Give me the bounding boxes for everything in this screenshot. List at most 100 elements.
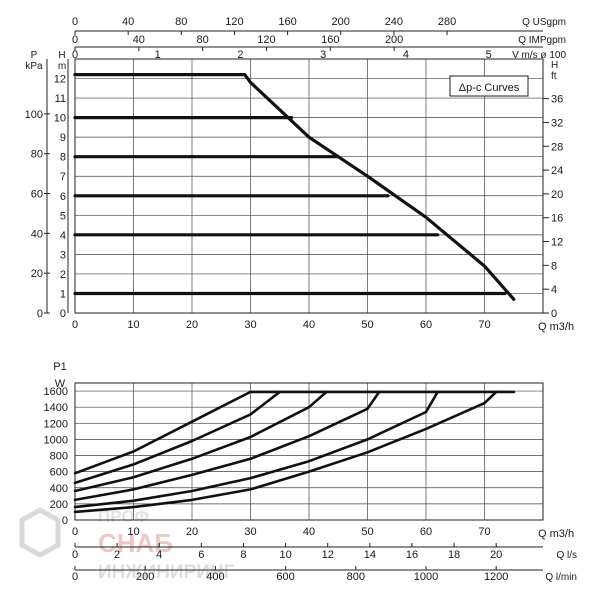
bottom-axis-tick-label: 600 <box>276 571 294 583</box>
power-y-tick-label: 1400 <box>44 402 68 414</box>
power-y-tick-label: 1200 <box>44 418 68 430</box>
power-x-tick-label: 40 <box>303 526 315 538</box>
head-m-tick-label: 4 <box>60 230 66 242</box>
head-m-label-top: H <box>58 50 65 61</box>
head-x-tick-label: 60 <box>420 319 432 331</box>
head-plot-frame <box>74 58 544 314</box>
power-curve <box>73 390 439 509</box>
power-x-tick-label: 70 <box>478 526 490 538</box>
bottom-axis-tick-label: 4 <box>156 549 162 561</box>
chart-legend-box: Δp-c Curves <box>449 75 529 97</box>
bottom-axis-tick-label: 10 <box>279 549 291 561</box>
power-curve <box>73 390 381 502</box>
bottom-axis-tick-label: 400 <box>206 571 224 583</box>
top-axis-tick-label: 280 <box>438 16 456 28</box>
head-m-tick-label: 10 <box>54 113 66 125</box>
legend-frame <box>449 75 529 97</box>
head-x-axis-label: Q m3/h <box>538 321 574 333</box>
head-x-tick-label: 20 <box>186 319 198 331</box>
head-ft-tick-label: 32 <box>551 117 563 129</box>
head-x-tick-label: 30 <box>244 319 256 331</box>
power-x-tick-label: 10 <box>127 526 139 538</box>
head-ft-label-bottom: ft <box>551 71 557 82</box>
power-x-tick-label: 60 <box>420 526 432 538</box>
bottom-axis-tick-label: 14 <box>364 549 376 561</box>
bottom-axis-tick-label: 6 <box>198 549 204 561</box>
power-y-tick-label: 1000 <box>44 434 68 446</box>
top-axis-label: Q IMPgpm <box>518 35 566 46</box>
head-ft-tick-label: 12 <box>551 237 563 249</box>
power-x-tick-label: 50 <box>361 526 373 538</box>
pressure-kpa-tick-label: 40 <box>31 228 43 240</box>
head-x-tick-label: 10 <box>127 319 139 331</box>
head-axis-labels: 0 10 20 30 40 50 60 70 Q m3/h0123456789101112Hm0… <box>25 16 574 333</box>
head-m-tick-label: 6 <box>60 191 66 203</box>
power-y-label-unit: W <box>55 378 66 390</box>
watermark-line2: СНАБ <box>98 528 173 558</box>
pressure-kpa-tick-label: 80 <box>31 149 43 161</box>
top-axis-tick-label: 40 <box>122 16 134 28</box>
power-y-tick-label: 1600 <box>44 386 68 398</box>
bottom-axis-tick-label: 800 <box>347 571 365 583</box>
power-curve <box>73 390 282 485</box>
top-axis-tick-label: 40 <box>133 34 145 46</box>
bottom-axis-tick-label: 2 <box>114 549 120 561</box>
head-ft-tick-label: 0 <box>551 308 557 320</box>
bottom-axis-tick-label: 1200 <box>484 571 508 583</box>
power-series <box>73 390 516 514</box>
watermark-hex-icon <box>19 507 61 558</box>
bottom-axis-label: Q l/min <box>545 572 577 583</box>
power-curves-chart: 0 10 20 30 40 50 60 70 Q m3/h0200400600800100012… <box>44 361 577 583</box>
power-curve <box>73 390 516 475</box>
head-curves-chart: 0 10 20 30 40 50 60 70 Q m3/h0123456789101112Hm0… <box>25 16 574 333</box>
head-m-tick-label: 9 <box>60 132 66 144</box>
head-m-tick-label: 2 <box>60 269 66 281</box>
head-ft-tick-label: 28 <box>551 141 563 153</box>
bottom-axis-tick-label: 20 <box>490 549 502 561</box>
head-m-tick-label: 1 <box>60 288 66 300</box>
top-axis-tick-label: 2 <box>237 49 243 61</box>
head-m-tick-label: 8 <box>60 152 66 164</box>
top-axis-label: V m/s ø 100 <box>512 50 566 61</box>
bottom-axis-tick-label: 0 <box>72 571 78 583</box>
bottom-axis-tick-label: 0 <box>72 549 78 561</box>
head-ft-tick-label: 36 <box>551 94 563 106</box>
head-m-tick-label: 5 <box>60 210 66 222</box>
head-m-tick-label: 12 <box>54 74 66 86</box>
power-curve <box>73 390 328 493</box>
head-m-tick-label: 11 <box>55 93 66 105</box>
pressure-kpa-label-top: P <box>31 50 38 61</box>
top-axis-tick-label: 240 <box>385 16 403 28</box>
head-grid <box>74 58 544 314</box>
chart-title: Δp-c Curves <box>459 82 520 94</box>
head-m-tick-label: 0 <box>60 308 66 320</box>
power-plot-frame <box>74 382 544 521</box>
power-curve <box>73 390 498 514</box>
bottom-axis-tick-label: 16 <box>406 549 418 561</box>
top-axis-tick-label: 5 <box>486 49 492 61</box>
bottom-axis-label: Q l/s <box>556 550 577 561</box>
watermark-line3: ИНЖИНИРИНГ <box>98 562 235 583</box>
top-axis-tick-label: 0 <box>72 34 78 46</box>
power-x-tick-label: 0 <box>72 526 78 538</box>
head-x-tick-label: 0 <box>72 319 78 331</box>
head-m-label-bottom: m <box>58 61 66 72</box>
bottom-axis-tick-label: 8 <box>240 549 246 561</box>
top-axis-label: Q USgpm <box>522 17 566 28</box>
power-x-tick-label: 30 <box>244 526 256 538</box>
top-axis-tick-label: 0 <box>72 49 78 61</box>
power-y-tick-label: 600 <box>50 467 68 479</box>
power-x-axis-label: Q m3/h <box>538 528 574 540</box>
top-axis-tick-label: 4 <box>403 49 409 61</box>
power-axis-labels: 0 10 20 30 40 50 60 70 Q m3/h0200400600800100012… <box>44 361 577 583</box>
bottom-axis-tick-label: 18 <box>448 549 460 561</box>
top-axis-tick-label: 200 <box>385 34 403 46</box>
head-x-tick-label: 70 <box>478 319 490 331</box>
pressure-kpa-tick-label: 60 <box>31 188 43 200</box>
pressure-kpa-tick-label: 0 <box>37 308 43 320</box>
head-m-tick-label: 7 <box>60 171 66 183</box>
pressure-kpa-label-bottom: kPa <box>25 61 43 72</box>
head-x-tick-label: 50 <box>361 319 373 331</box>
top-axis-tick-label: 120 <box>257 34 275 46</box>
